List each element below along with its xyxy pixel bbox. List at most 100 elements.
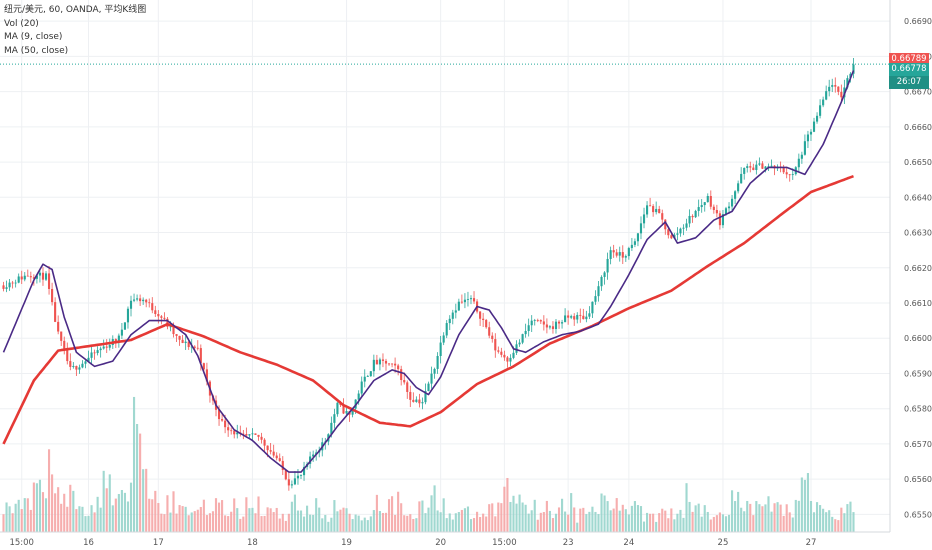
volume-bar xyxy=(321,518,324,532)
price-badge-high: 0.66789 xyxy=(889,53,929,67)
volume-bar xyxy=(202,499,205,532)
legend-title[interactable]: 纽元/美元, 60, OANDA, 平均K线图 xyxy=(4,5,147,15)
volume-bar xyxy=(378,511,381,532)
volume-bar xyxy=(166,495,169,532)
volume-bar xyxy=(606,501,609,532)
candle-body xyxy=(582,315,585,320)
candle-body xyxy=(521,334,524,343)
candle-body xyxy=(603,272,606,277)
candle-body xyxy=(785,172,788,175)
candle-body xyxy=(633,241,636,245)
volume-bar xyxy=(788,512,791,532)
candle-body xyxy=(730,198,734,207)
volume-bar xyxy=(63,493,66,532)
candle-body xyxy=(825,91,828,100)
candle-body xyxy=(488,327,491,336)
candle-body xyxy=(123,322,127,330)
volume-bar xyxy=(469,519,473,532)
volume-bar xyxy=(5,502,8,532)
candle-body xyxy=(837,86,840,92)
volume-bar xyxy=(251,507,254,532)
volume-bar xyxy=(196,509,199,532)
volume-bar xyxy=(797,500,800,532)
volume-bar xyxy=(533,499,536,532)
candle-body xyxy=(345,411,348,414)
candle-body xyxy=(600,276,603,287)
candle-body xyxy=(442,335,445,343)
candle-body xyxy=(169,326,172,328)
volume-bar xyxy=(554,513,558,532)
candle-body xyxy=(20,276,23,280)
candle-body xyxy=(764,166,767,169)
candle-body xyxy=(436,355,439,369)
candle-body xyxy=(26,275,29,277)
volume-bar xyxy=(111,505,114,532)
volume-bar xyxy=(718,512,721,532)
candle-body xyxy=(548,326,551,328)
volume-bar xyxy=(734,501,737,532)
candle-body xyxy=(409,391,412,400)
volume-bar xyxy=(400,503,403,532)
volume-bar xyxy=(345,508,348,532)
volume-bar xyxy=(384,512,388,532)
volume-bar xyxy=(463,508,466,532)
candle-body xyxy=(378,359,381,365)
volume-bar xyxy=(184,506,187,532)
volume-bar xyxy=(460,509,463,532)
volume-bar xyxy=(548,510,551,532)
volume-bar xyxy=(221,500,224,532)
volume-bar xyxy=(667,518,670,532)
candle-body xyxy=(142,299,145,302)
volume-bar xyxy=(278,518,281,532)
candle-body xyxy=(99,348,102,351)
candle-body xyxy=(685,223,688,228)
candle-body xyxy=(460,301,463,303)
candle-body xyxy=(636,233,640,242)
volume-bar xyxy=(360,520,363,532)
candle-body xyxy=(145,299,148,303)
volume-bar xyxy=(518,494,521,532)
candle-body xyxy=(360,381,363,394)
candle-body xyxy=(567,315,570,318)
volume-bar xyxy=(803,479,806,532)
candle-body xyxy=(412,399,415,402)
candle-body xyxy=(196,347,199,349)
volume-bar xyxy=(706,511,709,532)
candle-body xyxy=(132,299,136,301)
volume-bar xyxy=(75,509,78,532)
candle-body xyxy=(509,357,512,362)
volume-bar xyxy=(685,483,688,532)
legend-ma9[interactable]: MA (9, close) xyxy=(4,32,63,42)
volume-bar xyxy=(178,505,181,532)
candle-body xyxy=(676,233,679,235)
candle-body xyxy=(184,341,187,344)
candle-body xyxy=(752,167,755,171)
volume-bar xyxy=(81,506,84,532)
x-tick-label: 20 xyxy=(435,538,446,548)
volume-bar xyxy=(536,519,539,532)
candle-body xyxy=(536,320,539,321)
volume-bar xyxy=(208,513,212,532)
candle-body xyxy=(148,302,151,304)
volume-bar xyxy=(391,496,394,532)
volume-bar xyxy=(503,486,506,532)
candle-body xyxy=(530,320,533,326)
candle-body xyxy=(539,320,542,322)
volume-bar xyxy=(281,513,284,532)
volume-bar xyxy=(47,449,51,532)
candle-body xyxy=(594,296,597,302)
volume-bar xyxy=(293,494,296,532)
volume-bar xyxy=(843,513,846,532)
candle-body xyxy=(120,329,123,336)
volume-bar xyxy=(542,512,545,532)
x-tick-label: 27 xyxy=(806,538,817,548)
legend-ma50[interactable]: MA (50, close) xyxy=(4,45,69,56)
volume-bar xyxy=(114,498,117,532)
ma50-series xyxy=(2,174,854,445)
legend-volume[interactable]: Vol (20) xyxy=(4,18,39,29)
candle-body xyxy=(734,191,737,199)
candle-body xyxy=(217,409,221,420)
volume-bar xyxy=(26,498,29,532)
